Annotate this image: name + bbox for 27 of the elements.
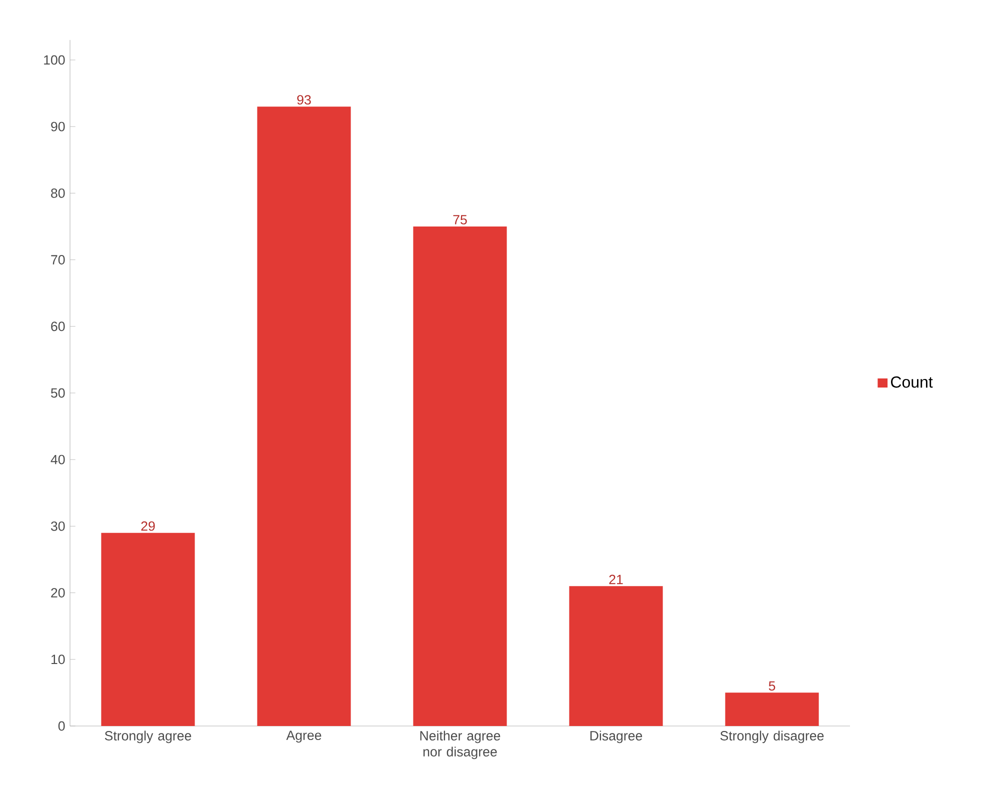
- y-tick-label: 70: [51, 255, 65, 264]
- data-label: 29: [141, 521, 155, 531]
- x-tick-label: Agree: [286, 730, 322, 743]
- y-tick-label: 20: [51, 588, 65, 598]
- y-tick-label: 90: [51, 122, 65, 132]
- legend-label: Count: [891, 376, 933, 388]
- bar: [101, 532, 195, 726]
- bar: [413, 226, 507, 726]
- y-tick-label: 30: [50, 521, 65, 531]
- data-label: 21: [609, 574, 623, 584]
- y-tick-label: 40: [50, 454, 65, 464]
- data-label: 93: [297, 95, 311, 105]
- x-tick-label: Neither agree nor disagree: [420, 730, 500, 760]
- bar: [569, 586, 663, 726]
- y-tick-label: 100: [44, 55, 65, 65]
- bar: [725, 692, 819, 726]
- y-tick-label: 10: [51, 654, 65, 664]
- x-tick-label: Disagree: [590, 730, 642, 744]
- bar: [257, 106, 351, 726]
- x-tick-label: Strongly disagree: [720, 730, 824, 744]
- y-tick-label: 50: [51, 388, 65, 398]
- data-label: 75: [453, 215, 467, 224]
- y-tick-label: 0: [58, 721, 65, 731]
- data-label: 5: [768, 681, 776, 691]
- y-tick-label: 80: [51, 188, 65, 198]
- y-tick-label: 60: [51, 322, 65, 332]
- x-tick-label: Strongly agree: [104, 730, 192, 744]
